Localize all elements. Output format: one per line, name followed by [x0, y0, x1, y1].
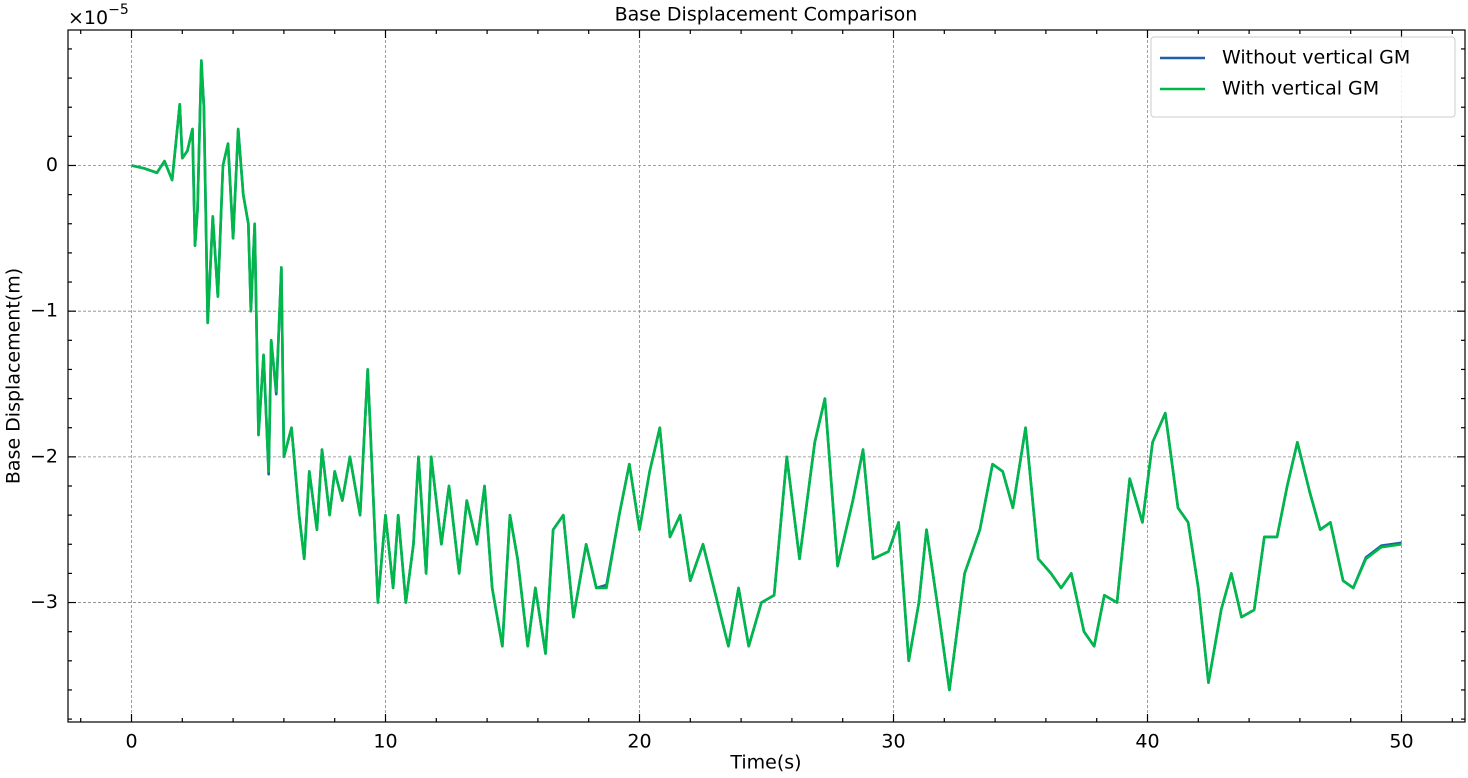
y-offset-label: ×10−5 [68, 2, 129, 29]
x-tick-label: 0 [125, 731, 137, 753]
y-tick-label: 0 [46, 154, 58, 176]
legend-box [1150, 36, 1456, 118]
chart-title: Base Displacement Comparison [615, 4, 918, 26]
legend: Without vertical GM With vertical GM [1150, 36, 1456, 118]
x-tick-label: 20 [627, 731, 651, 753]
series-line [131, 59, 1402, 692]
y-tick-label: −2 [30, 445, 58, 467]
x-tick-label: 50 [1389, 731, 1413, 753]
legend-label: With vertical GM [1222, 78, 1379, 100]
x-tick-label: 10 [373, 731, 397, 753]
y-axis-label: Base Displacement(m) [3, 268, 25, 484]
y-tick-label: −1 [30, 300, 58, 322]
plot-frame [67, 29, 1466, 723]
legend-label: Without vertical GM [1222, 47, 1410, 69]
series-line [131, 59, 1402, 692]
x-tick-label: 30 [881, 731, 905, 753]
y-offset-exponent: −5 [108, 2, 129, 18]
x-tick-label: 40 [1135, 731, 1159, 753]
x-axis-label: Time(s) [729, 752, 801, 774]
y-offset-base: ×10 [68, 7, 108, 29]
y-tick-label: −3 [30, 591, 58, 613]
